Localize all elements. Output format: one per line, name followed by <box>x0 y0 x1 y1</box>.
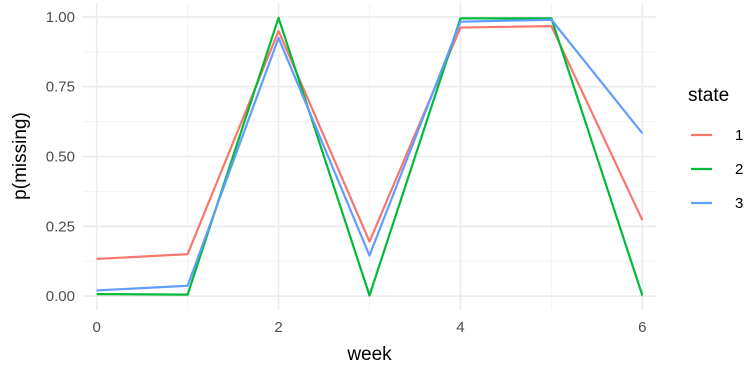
x-tick-label: 2 <box>274 319 282 336</box>
x-axis-ticks: 0 2 4 6 <box>92 319 646 336</box>
legend-label: 1 <box>735 127 743 144</box>
legend: state 1 2 3 <box>688 85 743 212</box>
series-line-2 <box>96 16 644 297</box>
series-lines <box>96 16 644 297</box>
y-tick-label: 1.00 <box>46 9 75 26</box>
y-axis-title: p(missing) <box>10 112 31 200</box>
y-axis-ticks: 0.00 0.25 0.50 0.75 1.00 <box>46 9 75 305</box>
legend-label: 2 <box>735 161 743 178</box>
y-tick-label: 0.00 <box>46 288 75 305</box>
x-tick-label: 0 <box>92 319 100 336</box>
y-tick-label: 0.25 <box>46 218 75 235</box>
x-axis-title: week <box>346 344 392 365</box>
legend-title: state <box>688 85 729 106</box>
y-tick-label: 0.75 <box>46 79 75 96</box>
series-line-1 <box>96 25 644 261</box>
y-tick-label: 0.50 <box>46 149 75 166</box>
legend-label: 3 <box>735 195 743 212</box>
x-tick-label: 4 <box>456 319 464 336</box>
series-line-3 <box>96 18 644 292</box>
x-tick-label: 6 <box>638 319 646 336</box>
grid <box>83 3 656 310</box>
